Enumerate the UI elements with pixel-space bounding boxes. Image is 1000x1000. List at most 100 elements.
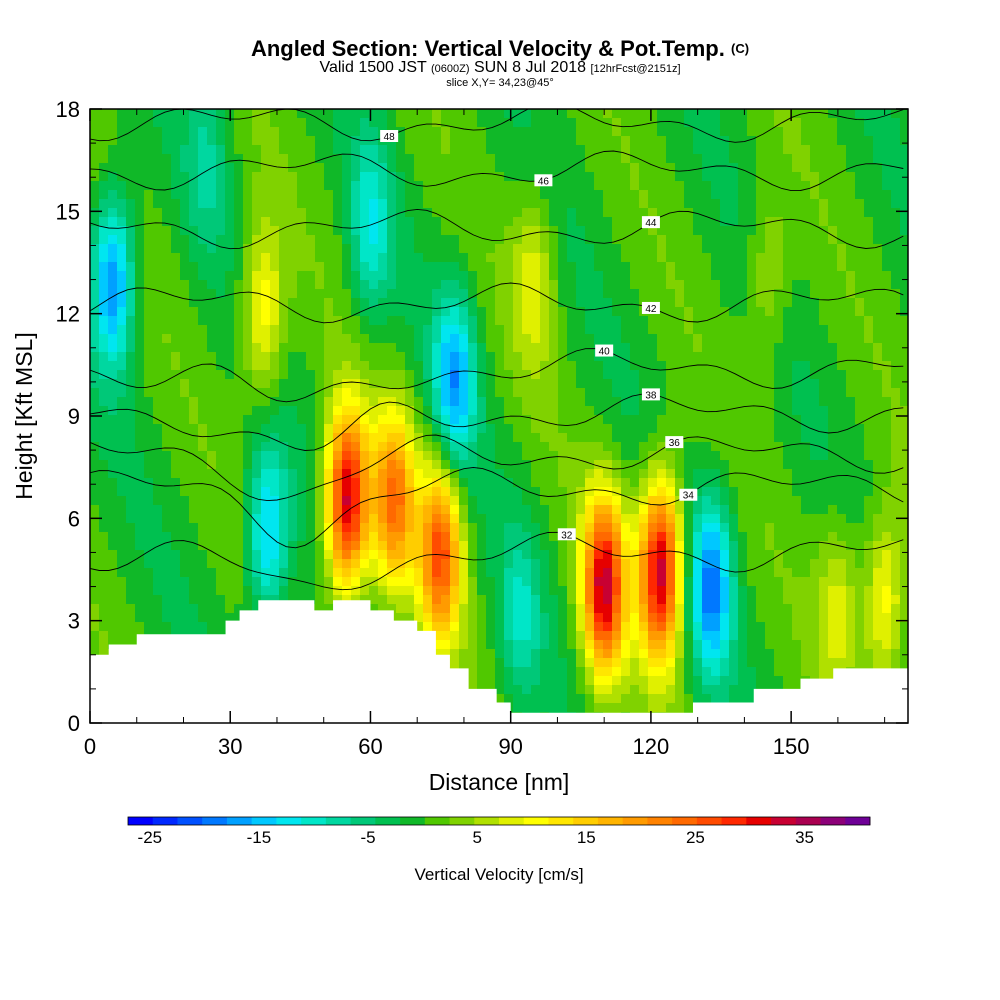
field-cell — [423, 604, 433, 614]
field-cell — [279, 388, 289, 398]
field-cell — [324, 298, 334, 308]
field-cell — [351, 172, 361, 182]
field-cell — [225, 604, 235, 614]
field-cell — [729, 685, 739, 695]
field-cell — [702, 559, 712, 569]
field-cell — [666, 325, 676, 335]
field-cell — [594, 460, 604, 470]
field-cell — [612, 325, 622, 335]
field-cell — [306, 154, 316, 164]
field-cell — [324, 343, 334, 353]
field-cell — [648, 649, 658, 659]
field-cell — [540, 163, 550, 173]
field-cell — [432, 361, 442, 371]
field-cell — [657, 118, 667, 128]
field-cell — [531, 199, 541, 209]
field-cell — [90, 442, 100, 452]
field-cell — [108, 271, 118, 281]
field-cell — [126, 136, 136, 146]
field-cell — [459, 658, 469, 668]
field-cell — [405, 424, 415, 434]
field-cell — [423, 280, 433, 290]
field-cell — [153, 433, 163, 443]
field-cell — [144, 343, 154, 353]
field-cell — [396, 487, 406, 497]
field-cell — [612, 532, 622, 542]
field-cell — [207, 226, 217, 236]
field-cell — [360, 478, 370, 488]
field-cell — [693, 433, 703, 443]
field-cell — [216, 199, 226, 209]
field-cell — [234, 262, 244, 272]
field-cell — [603, 244, 613, 254]
field-cell — [441, 316, 451, 326]
field-cell — [477, 541, 487, 551]
field-cell — [711, 649, 721, 659]
field-cell — [189, 271, 199, 281]
field-cell — [531, 658, 541, 668]
field-cell — [144, 559, 154, 569]
field-cell — [576, 613, 586, 623]
field-cell — [693, 118, 703, 128]
field-cell — [378, 289, 388, 299]
field-cell — [585, 424, 595, 434]
field-cell — [531, 118, 541, 128]
field-cell — [486, 460, 496, 470]
field-cell — [333, 271, 343, 281]
field-cell — [99, 451, 109, 461]
field-cell — [261, 532, 271, 542]
field-cell — [468, 613, 478, 623]
field-cell — [414, 379, 424, 389]
field-cell — [279, 253, 289, 263]
field-cell — [693, 388, 703, 398]
field-cell — [252, 460, 262, 470]
field-cell — [99, 217, 109, 227]
field-cell — [306, 181, 316, 191]
field-cell — [135, 226, 145, 236]
field-cell — [405, 253, 415, 263]
field-cell — [306, 388, 316, 398]
field-cell — [207, 415, 217, 425]
field-cell — [405, 307, 415, 317]
field-cell — [666, 514, 676, 524]
field-cell — [702, 514, 712, 524]
field-cell — [189, 235, 199, 245]
field-cell — [261, 586, 271, 596]
field-cell — [162, 343, 172, 353]
field-cell — [396, 226, 406, 236]
field-cell — [279, 109, 289, 119]
field-cell — [630, 631, 640, 641]
field-cell — [522, 361, 532, 371]
field-cell — [396, 217, 406, 227]
field-cell — [621, 334, 631, 344]
field-cell — [252, 190, 262, 200]
field-cell — [693, 478, 703, 488]
field-cell — [558, 451, 568, 461]
field-cell — [270, 190, 280, 200]
field-cell — [558, 316, 568, 326]
field-cell — [567, 325, 577, 335]
field-cell — [495, 136, 505, 146]
field-cell — [648, 595, 658, 605]
field-cell — [189, 397, 199, 407]
field-cell — [639, 685, 649, 695]
field-cell — [594, 640, 604, 650]
field-cell — [324, 190, 334, 200]
field-cell — [153, 334, 163, 344]
field-cell — [585, 379, 595, 389]
field-cell — [198, 568, 208, 578]
field-cell — [297, 379, 307, 389]
field-cell — [171, 190, 181, 200]
field-cell — [270, 280, 280, 290]
field-cell — [729, 649, 739, 659]
field-cell — [702, 298, 712, 308]
field-cell — [477, 577, 487, 587]
field-cell — [549, 658, 559, 668]
field-cell — [423, 505, 433, 515]
field-cell — [216, 262, 226, 272]
field-cell — [513, 640, 523, 650]
field-cell — [270, 433, 280, 443]
field-cell — [486, 190, 496, 200]
field-cell — [333, 586, 343, 596]
field-cell — [567, 163, 577, 173]
